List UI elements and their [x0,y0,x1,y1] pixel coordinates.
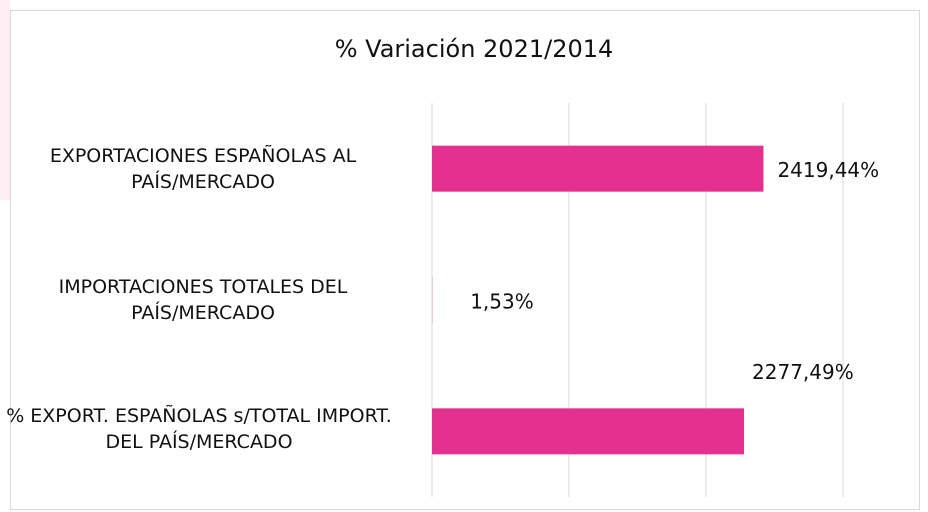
value-label: 1,53% [470,290,534,314]
category-label: EXPORTACIONES ESPAÑOLAS AL PAÍS/MERCADO [49,144,357,193]
chart-title: % Variación 2021/2014 [335,35,614,63]
background-stripe [0,0,10,200]
bar [432,145,764,192]
category-label: IMPORTACIONES TOTALES DEL PAÍS/MERCADO [58,276,348,324]
value-label: 2277,49% [752,360,854,384]
value-label: 2419,44% [777,158,879,182]
bar [432,408,745,455]
category-label: % EXPORT. ESPAÑOLAS s/TOTAL IMPORT. DEL … [6,405,392,454]
